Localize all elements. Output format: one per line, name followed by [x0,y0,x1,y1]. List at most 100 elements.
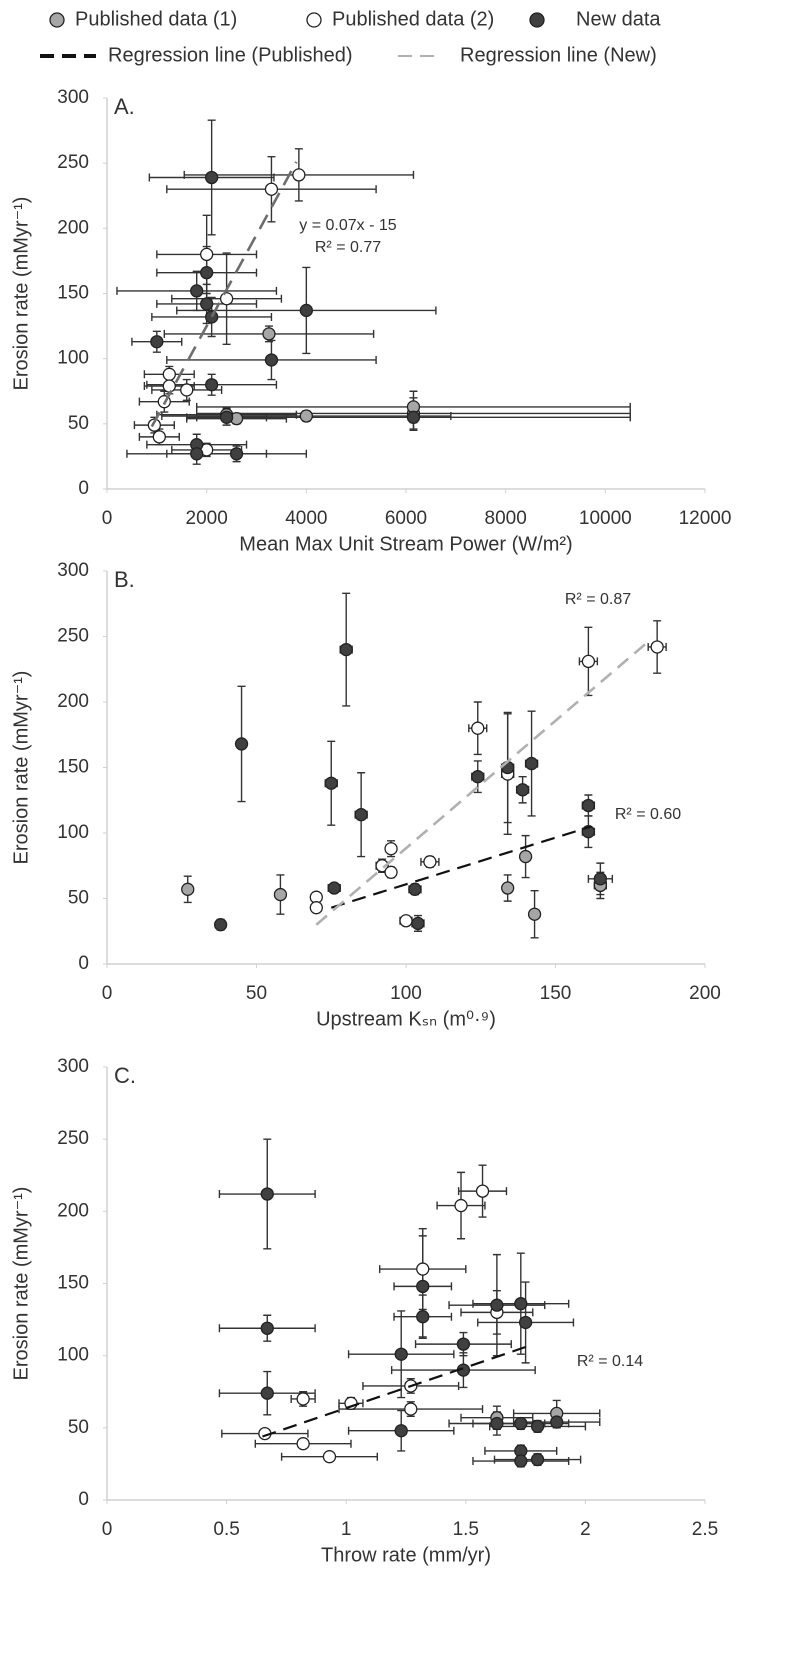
annotation: R² = 0.77 [315,239,381,256]
annotation: R² = 0.14 [577,1353,643,1370]
annotation: R² = 0.87 [565,591,631,608]
data-point [324,776,338,790]
y-tick-label: 0 [78,478,89,499]
y-tick-label: 300 [57,87,89,108]
data-point [518,1315,533,1330]
data-point [475,1184,490,1198]
data-point [180,383,194,397]
panel: 0 50 100 150 200 250 300 0 50 100 150 200 Upstream K… [10,560,721,1030]
data-point [530,1419,545,1434]
y-tick-label: 300 [57,560,89,581]
data-point [514,1454,528,1468]
data-point [518,849,533,864]
y-tick-label: 250 [57,1128,89,1149]
data-point [147,418,161,432]
x-tick-label: 1 [341,1519,352,1540]
data-point [200,247,214,262]
data-point [471,721,485,735]
legend-label: Regression line (Published) [108,44,353,66]
data-point [327,881,341,895]
x-tick-label: 0.5 [213,1519,239,1540]
x-tick-label: 50 [246,983,267,1004]
data-point [354,808,368,822]
data-point [181,882,195,896]
annotation: R² = 0.60 [615,806,681,823]
data-point [162,367,176,381]
x-tick-label: 200 [689,983,721,1004]
x-tick-label: 0 [102,1519,113,1540]
data-point [411,916,425,931]
x-tick-label: 1.5 [453,1519,479,1540]
x-tick-label: 6000 [385,508,427,529]
data-point [593,872,607,886]
x-axis-label: Upstream Kₛₙ (m⁰·⁹) [316,1008,496,1030]
y-tick-label: 150 [57,757,89,778]
data-point [234,737,249,751]
data-point [524,756,539,771]
y-tick-label: 50 [68,1417,89,1438]
panel: 0 50 100 150 200 250 300 0 0.5 1 1.5 2 2.5 Throw rate… [10,1056,718,1566]
y-tick-label: 0 [78,953,89,974]
data-point [456,1337,471,1351]
regression-line [262,1345,526,1438]
data-point [501,760,515,775]
y-tick-label: 0 [78,1489,89,1510]
x-tick-label: 10000 [579,508,632,529]
legend-label: Published data (2) [332,8,494,30]
data-point [416,1279,430,1294]
data-point [416,1262,430,1276]
data-point [204,378,219,392]
data-point [515,783,530,797]
data-point [550,1415,564,1429]
data-point [322,1450,337,1464]
data-point [530,1452,545,1467]
legend-marker [529,12,545,28]
x-tick-label: 100 [390,983,422,1004]
panel: 0 50 100 150 200 250 300 0 2000 4000 6000 8000 10000… [10,87,731,555]
data-point [273,887,288,902]
x-tick-label: 2.5 [692,1519,718,1540]
x-tick-label: 150 [540,983,572,1004]
panel-label: B. [114,567,135,592]
x-tick-label: 8000 [485,508,527,529]
panel-label: A. [114,94,135,119]
data-point [292,168,306,182]
data-point [375,859,389,873]
data-point [394,1347,408,1361]
data-point [581,798,596,813]
y-tick-label: 200 [57,1200,89,1221]
data-point [416,1310,430,1324]
data-point [394,1424,408,1438]
data-point [650,640,664,654]
x-tick-label: 0 [102,983,113,1004]
data-point [339,642,353,657]
data-point [190,447,204,461]
data-point [152,430,166,444]
y-tick-label: 200 [57,217,89,238]
regression-line [330,825,592,909]
x-tick-label: 2 [580,1519,591,1540]
data-point [399,914,413,928]
data-point [260,1187,274,1201]
data-point [384,865,398,879]
data-point [204,310,219,324]
y-tick-label: 50 [68,888,89,909]
legend-label: Published data (1) [75,8,237,30]
data-point [299,409,313,423]
data-point [190,284,204,298]
regression-line [150,161,298,428]
data-point [260,1386,274,1400]
y-tick-label: 100 [57,822,89,843]
x-tick-label: 12000 [679,508,732,529]
y-tick-label: 250 [57,626,89,647]
legend-marker [49,12,65,28]
data-point [264,353,279,367]
data-point [262,327,276,341]
data-point [204,170,219,185]
data-point [200,297,214,311]
data-point [213,918,228,932]
data-point [150,335,164,349]
regression-line [315,638,653,926]
data-point [501,881,515,895]
data-point [581,654,596,669]
